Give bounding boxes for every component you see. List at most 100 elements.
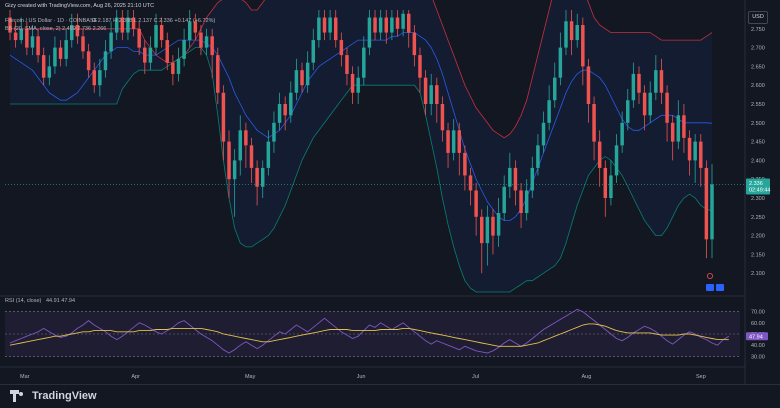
candle-body xyxy=(350,73,355,93)
candle-body xyxy=(126,17,130,33)
candle-body xyxy=(176,58,181,74)
candle-body xyxy=(603,167,608,198)
candle-body xyxy=(631,73,636,101)
price-axis: 2.750 2.700 2.650 2.600 2.550 2.500 2.450 2.400… xyxy=(5,27,770,291)
time-tick-label: May xyxy=(245,374,256,380)
tradingview-logo-icon xyxy=(10,390,28,402)
price-tick-label: 2.500 xyxy=(751,121,765,127)
candle-body xyxy=(451,130,456,153)
price-tick-label: 2.300 xyxy=(751,196,765,202)
time-tick-label: Jun xyxy=(357,374,366,380)
candle-body xyxy=(255,167,259,187)
candle-body xyxy=(395,17,400,29)
candle-body xyxy=(406,13,411,33)
candle-body xyxy=(238,130,242,161)
candle-body xyxy=(148,47,153,63)
candle-body xyxy=(199,32,203,48)
header-credit: Gizy created with TradingView.com, Aug 2… xyxy=(5,3,155,9)
candle-body xyxy=(333,17,338,41)
candle-body xyxy=(412,32,417,56)
candle-body xyxy=(480,216,484,244)
price-tick-label: 2.650 xyxy=(751,64,765,70)
bb-band-area xyxy=(10,0,712,292)
candle-body xyxy=(401,13,405,29)
candle-body xyxy=(260,167,265,187)
candle-body xyxy=(614,145,619,176)
rsi-legend[interactable]: RSI (14, close) xyxy=(5,298,42,304)
current-price-label: 2.336 xyxy=(749,181,763,187)
candle-body xyxy=(547,100,551,123)
time-axis: Mar Apr May Jun Jul Aug Sep xyxy=(20,374,706,380)
candle-body xyxy=(699,141,703,168)
candle-body xyxy=(373,17,377,33)
candle-body xyxy=(120,17,125,33)
candle-body xyxy=(676,115,681,142)
candle-body xyxy=(232,160,237,180)
candle-body xyxy=(648,92,652,116)
candle-body xyxy=(502,186,506,214)
bb-legend[interactable]: BB (20, SMA, close, 2) xyxy=(5,26,61,32)
candle-body xyxy=(362,47,366,78)
event-marker-us xyxy=(706,284,714,291)
bb-values: 2.499 2.736 2.266 xyxy=(62,26,106,32)
candle-body xyxy=(227,141,231,180)
price-tick-label: 2.100 xyxy=(751,271,765,277)
candle-body xyxy=(86,51,91,71)
candle-body xyxy=(272,122,276,142)
candle-body xyxy=(300,70,304,86)
currency-button[interactable]: USD xyxy=(748,11,768,24)
candle-body xyxy=(367,17,372,48)
candle-body xyxy=(620,122,624,146)
symbol-legend[interactable]: Filecoin / US Dollar · 1D · COINBASE xyxy=(5,18,98,24)
time-tick-label: Mar xyxy=(20,374,30,380)
candle-body xyxy=(41,55,46,78)
candle-body xyxy=(642,92,647,116)
candle-body xyxy=(114,17,119,33)
alert-icon xyxy=(707,272,714,279)
time-tick-label: Sep xyxy=(696,374,706,380)
candle-body xyxy=(530,167,535,191)
price-tick-label: 2.250 xyxy=(751,215,765,221)
price-tick-label: 2.400 xyxy=(751,158,765,164)
candle-body xyxy=(435,85,439,104)
candle-body xyxy=(154,25,158,48)
current-price-box xyxy=(746,178,770,195)
candle-body xyxy=(463,152,467,176)
time-tick-label: Apr xyxy=(131,374,140,380)
candle-body xyxy=(210,36,214,56)
candle-body xyxy=(58,47,63,59)
candle-body xyxy=(311,40,316,63)
candle-body xyxy=(586,66,591,104)
rsi-tick-label: 40.00 xyxy=(751,343,765,349)
candle-body xyxy=(440,104,445,131)
candle-body xyxy=(687,137,692,161)
candle-body xyxy=(204,36,209,48)
candle-body xyxy=(75,25,80,37)
candle-body xyxy=(98,70,102,86)
candle-body xyxy=(485,216,490,244)
footer-bar: TradingView xyxy=(0,384,780,408)
candlestick-series xyxy=(8,10,714,274)
candle-body xyxy=(609,175,613,198)
candle-body xyxy=(249,145,254,168)
legend-block: Filecoin / US Dollar · 1D · COINBASE O 2… xyxy=(5,18,215,304)
candle-body xyxy=(216,55,220,93)
candle-body xyxy=(289,92,293,116)
candle-body xyxy=(446,130,450,153)
bb-basis-line xyxy=(9,32,713,222)
candle-body xyxy=(418,55,422,78)
price-tick-label: 2.450 xyxy=(751,140,765,146)
candle-body xyxy=(159,25,164,41)
candle-body xyxy=(81,36,85,52)
tradingview-logo[interactable]: TradingView xyxy=(10,390,97,402)
time-tick-label: Aug xyxy=(581,374,591,380)
candle-body xyxy=(283,104,287,116)
candle-body xyxy=(70,25,74,41)
candle-body xyxy=(294,70,299,93)
price-tick-label: 2.200 xyxy=(751,234,765,240)
candle-body xyxy=(513,167,518,191)
candle-body xyxy=(266,141,271,168)
candle-body xyxy=(474,190,478,217)
